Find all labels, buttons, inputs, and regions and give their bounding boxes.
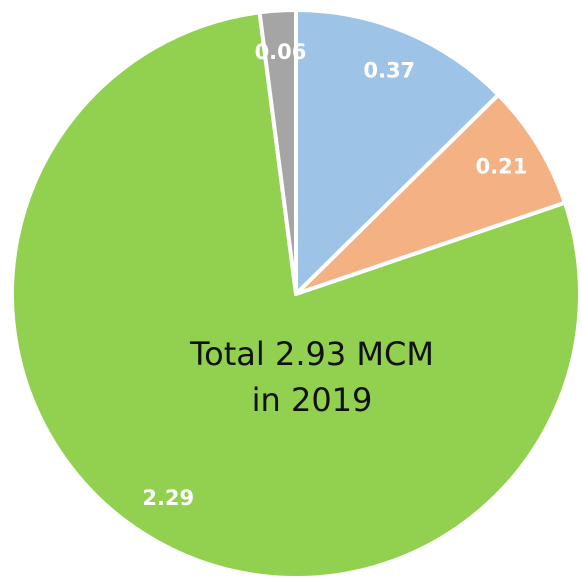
value-label: 0.21 (476, 154, 528, 178)
pie-slice (257, 8, 298, 296)
annotation-line: in 2019 (252, 381, 373, 419)
slices (10, 8, 582, 580)
pie-slice (294, 8, 501, 296)
value-label: 0.37 (363, 58, 415, 82)
value-label: 0.06 (255, 40, 307, 64)
value-label: 2.29 (142, 486, 194, 510)
annotation-line: Total 2.93 MCM (189, 335, 434, 373)
labels: 0.37 0.21 2.29 0.06 (142, 40, 527, 510)
pie-slice (294, 92, 567, 296)
